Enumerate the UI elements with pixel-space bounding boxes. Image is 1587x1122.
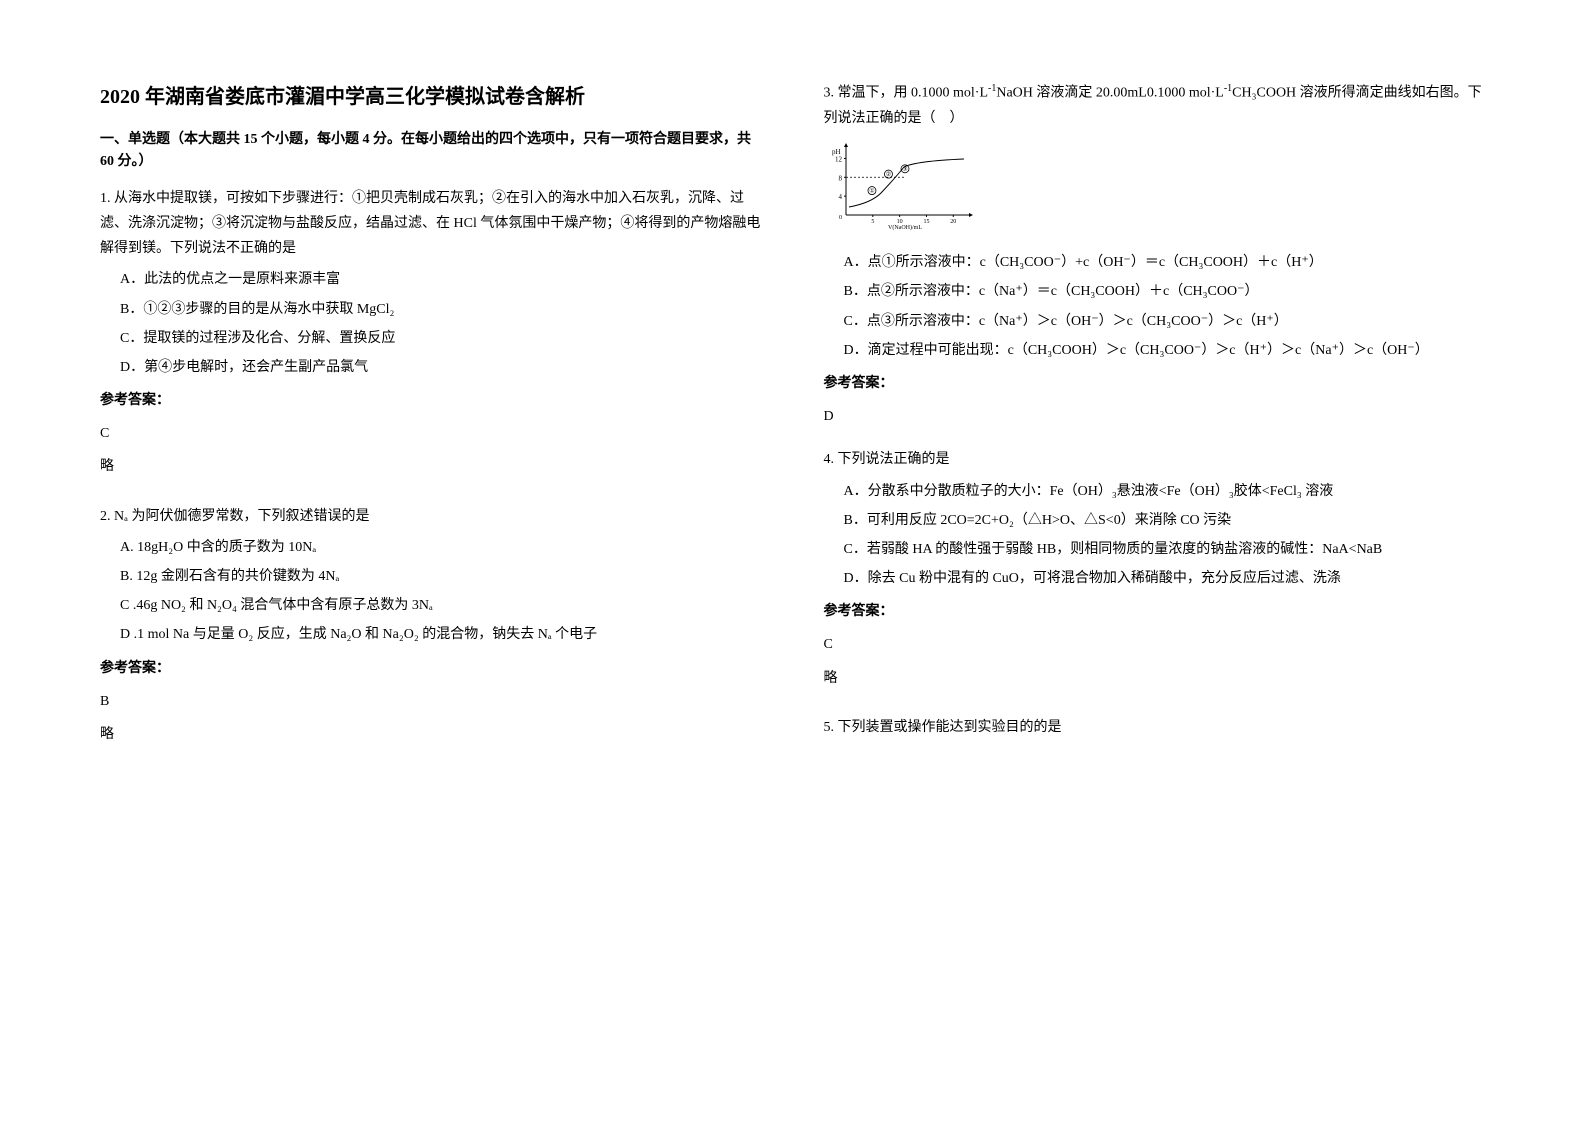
q1-optC: C．提取镁的过程涉及化合、分解、置换反应 [120,326,764,351]
section-header: 一、单选题（本大题共 15 个小题，每小题 4 分。在每小题给出的四个选项中，只… [100,129,764,174]
left-column: 2020 年湖南省娄底市灌湄中学高三化学模拟试卷含解析 一、单选题（本大题共 1… [100,80,764,1042]
svg-text:②: ② [885,171,890,178]
chart-svg: 48125101520①②③pHV(NaOH)/mL0 [824,141,974,231]
q4-explanation: 略 [824,666,1488,691]
q1-answer: C [100,421,764,446]
q4-optB: B．可利用反应 2CO=2C+O₂（△H>O、△S<0）来消除 CO 污染 [844,508,1488,533]
q1-optA: A．此法的优点之一是原料来源丰富 [120,267,764,292]
question-3: 3. 常温下，用 0.1000 mol·L-1NaOH 溶液滴定 20.00mL… [824,80,1488,437]
q1-optD: D．第④步电解时，还会产生副产品氯气 [120,355,764,380]
svg-text:V(NaOH)/mL: V(NaOH)/mL [888,224,922,231]
q2-optA: A. 18gH₂O 中含的质子数为 10Nₐ [120,535,764,560]
right-column: 3. 常温下，用 0.1000 mol·L-1NaOH 溶液滴定 20.00mL… [824,80,1488,1042]
q2-answer-label: 参考答案： [100,656,764,681]
q2-text: 2. Nₐ 为阿伏伽德罗常数，下列叙述错误的是 [100,504,764,529]
q2-explanation: 略 [100,722,764,747]
q5-text: 5. 下列装置或操作能达到实验目的的是 [824,715,1488,740]
svg-text:15: 15 [923,219,929,225]
question-1: 1. 从海水中提取镁，可按如下步骤进行：①把贝壳制成石灰乳；②在引入的海水中加入… [100,186,764,494]
q2-optB: B. 12g 金刚石含有的共价键数为 4Nₐ [120,564,764,589]
q3-answer: D [824,404,1488,429]
page-title: 2020 年湖南省娄底市灌湄中学高三化学模拟试卷含解析 [100,80,764,109]
question-5: 5. 下列装置或操作能达到实验目的的是 [824,715,1488,746]
svg-text:12: 12 [835,155,843,163]
q3-answer-label: 参考答案： [824,371,1488,396]
q2-optD: D .1 mol Na 与足量 O₂ 反应，生成 Na₂O 和 Na₂O₂ 的混… [120,622,764,647]
q4-optD: D．除去 Cu 粉中混有的 CuO，可将混合物加入稀硝酸中，充分反应后过滤、洗涤 [844,566,1488,591]
svg-text:①: ① [869,188,874,195]
q4-answer: C [824,632,1488,657]
q3-optA: A．点①所示溶液中：c（CH₃COO⁻）+c（OH⁻）＝c（CH₃COOH）＋c… [844,250,1488,275]
svg-text:0: 0 [839,215,842,221]
q1-text: 1. 从海水中提取镁，可按如下步骤进行：①把贝壳制成石灰乳；②在引入的海水中加入… [100,186,764,262]
q3-optB: B．点②所示溶液中：c（Na⁺）＝c（CH₃COOH）＋c（CH₃COO⁻） [844,279,1488,304]
q4-optA: A．分散系中分散质粒子的大小：Fe（OH）₃悬浊液<Fe（OH）₃胶体<FeCl… [844,479,1488,504]
svg-text:③: ③ [902,166,907,173]
q4-text: 4. 下列说法正确的是 [824,447,1488,472]
question-4: 4. 下列说法正确的是 A．分散系中分散质粒子的大小：Fe（OH）₃悬浊液<Fe… [824,447,1488,705]
q3-optC: C．点③所示溶液中：c（Na⁺）＞c（OH⁻）＞c（CH₃COO⁻）＞c（H⁺） [844,309,1488,334]
q4-optC: C．若弱酸 HA 的酸性强于弱酸 HB，则相同物质的量浓度的钠盐溶液的碱性：Na… [844,537,1488,562]
q2-answer: B [100,689,764,714]
q1-answer-label: 参考答案： [100,388,764,413]
q4-answer-label: 参考答案： [824,599,1488,624]
q3-optD: D．滴定过程中可能出现：c（CH₃COOH）＞c（CH₃COO⁻）＞c（H⁺）＞… [844,338,1488,363]
svg-text:8: 8 [838,174,842,182]
q3-text-p1: 3. 常温下，用 0.1000 mol·L [824,86,989,101]
q1-optB: B．①②③步骤的目的是从海水中获取 MgCl₂ [120,297,764,322]
svg-text:4: 4 [838,193,842,201]
q1-explanation: 略 [100,454,764,479]
svg-text:20: 20 [950,219,956,225]
q3-text: 3. 常温下，用 0.1000 mol·L-1NaOH 溶液滴定 20.00mL… [824,80,1488,131]
q3-text-p2: NaOH 溶液滴定 20.00mL0.1000 mol·L [996,86,1223,101]
svg-text:pH: pH [832,148,841,156]
titration-chart: 48125101520①②③pHV(NaOH)/mL0 [824,141,1488,240]
svg-text:5: 5 [871,219,874,225]
question-2: 2. Nₐ 为阿伏伽德罗常数，下列叙述错误的是 A. 18gH₂O 中含的质子数… [100,504,764,762]
q2-optC: C .46g NO₂ 和 N₂O₄ 混合气体中含有原子总数为 3Nₐ [120,593,764,618]
